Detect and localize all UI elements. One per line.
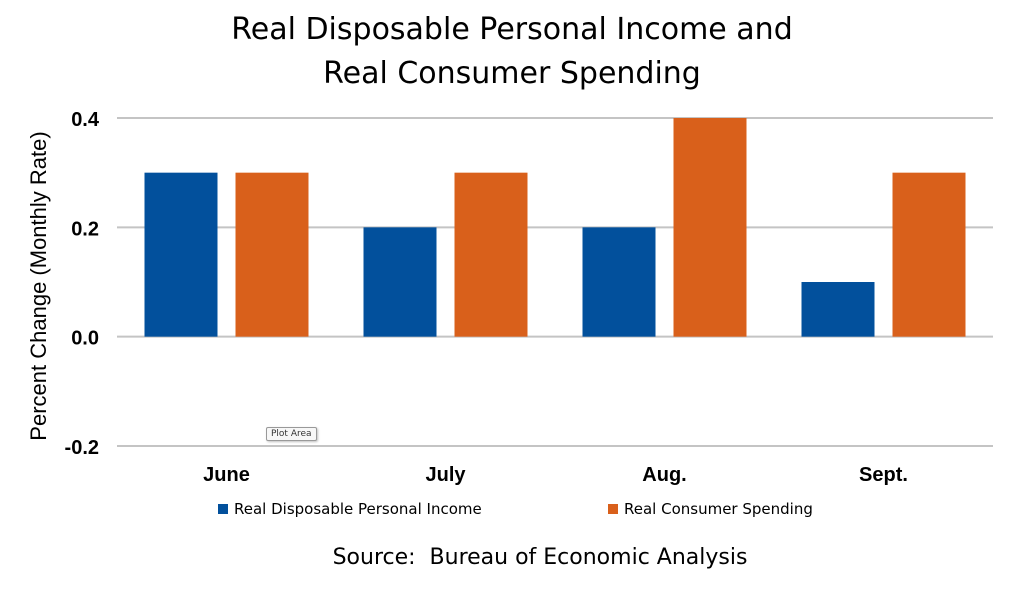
legend-item-income: Real Disposable Personal Income [218,500,482,518]
bar-spending [892,172,966,337]
legend-label-spending: Real Consumer Spending [624,500,813,518]
y-tick-label: 0.2 [71,218,99,240]
plot-area-tooltip: Plot Area [266,427,317,441]
bar-income [801,282,875,337]
bar-income [144,172,218,337]
x-tick-label: Aug. [642,464,686,486]
bar-spending [454,172,528,337]
legend-swatch-spending [608,504,618,514]
chart-title-line-1: Real Disposable Personal Income and [231,12,793,47]
y-tick-label: -0.2 [65,437,99,459]
legend-label-income: Real Disposable Personal Income [234,500,482,518]
x-tick-label: July [425,464,466,486]
bar-income [582,227,656,337]
x-tick-label: June [203,464,250,486]
bar-income [363,227,437,337]
y-tick-label: 0.0 [71,328,99,350]
chart-title-line-2: Real Consumer Spending [323,56,701,91]
legend-swatch-income [218,504,228,514]
y-axis-label: Percent Change (Monthly Rate) [26,131,51,440]
x-tick-label: Sept. [859,464,908,486]
bar-spending [673,118,747,337]
y-tick-label: 0.4 [71,109,100,131]
bar-spending [235,172,309,337]
source-note: Source: Bureau of Economic Analysis [332,545,748,570]
legend-item-spending: Real Consumer Spending [608,500,813,518]
